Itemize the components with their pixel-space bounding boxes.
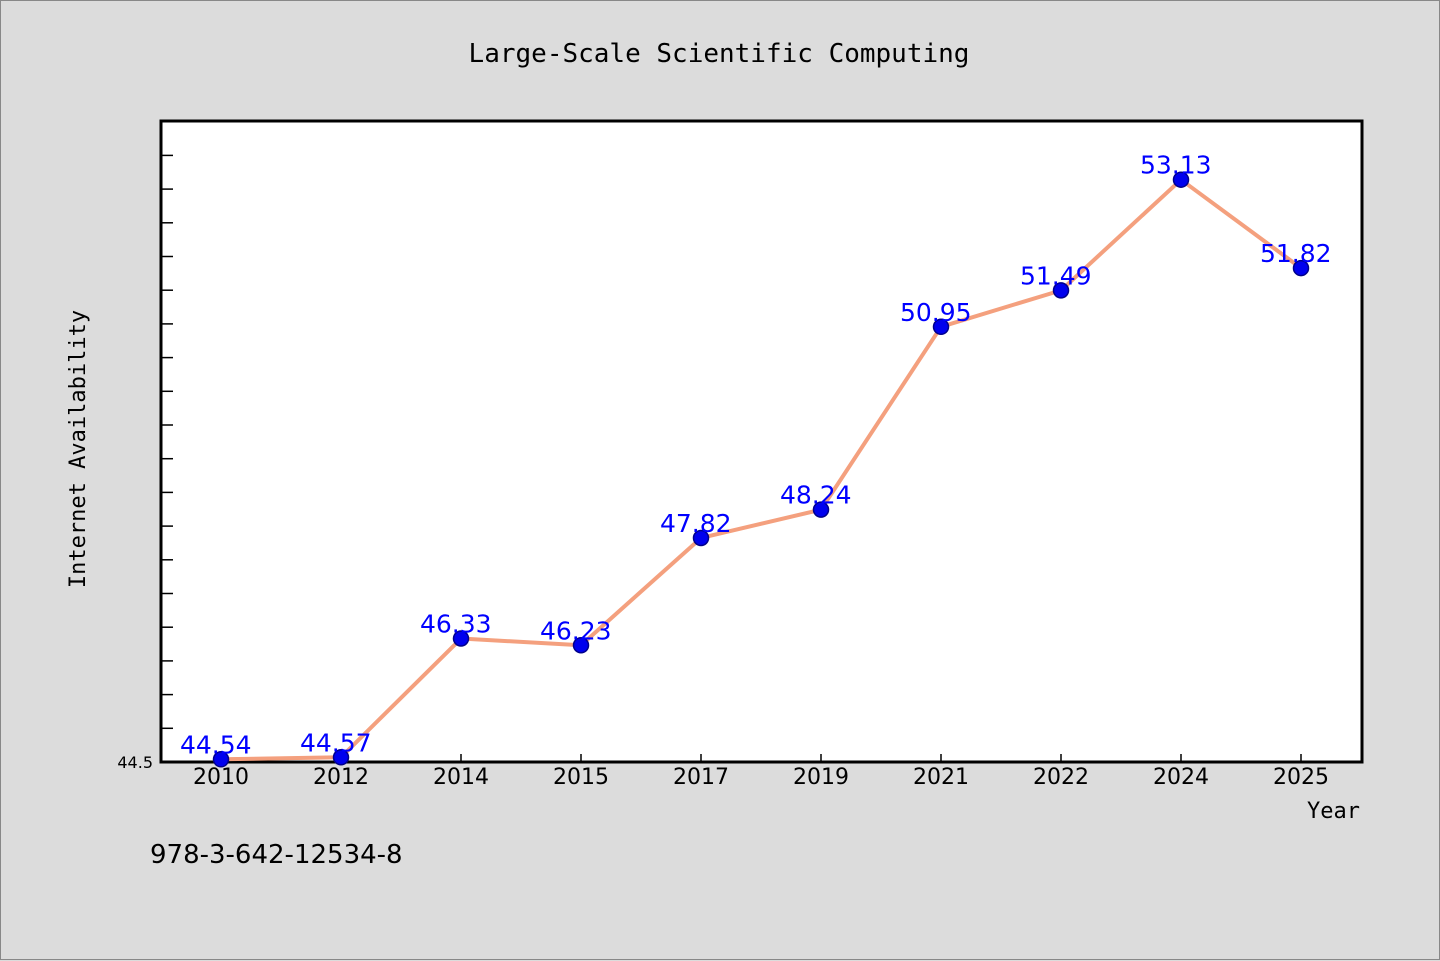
data-point [332,749,350,766]
x-tick-label: 2017 [673,765,729,790]
x-tick-label: 2015 [553,765,609,790]
data-label: 53.13 [1140,151,1212,180]
x-tick-label: 2014 [433,765,489,790]
data-label: 51.49 [1020,261,1092,290]
x-tick-label: 2019 [793,765,849,790]
data-point [932,318,950,336]
y-axis-label: Internet Availability [66,310,91,588]
x-axis-ticks: 2010 2012 2014 2015 2017 2019 2021 2022 2024 2025 [193,754,1329,790]
series-line [219,177,1303,762]
data-point [452,630,470,647]
data-point [1292,259,1310,277]
x-tick-label: 2010 [193,765,249,790]
x-tick-label: 2022 [1033,765,1089,790]
plot-area [159,119,1364,764]
data-label: 44.54 [180,730,252,759]
data-label: 44.57 [300,728,372,757]
series-group [212,171,1310,768]
data-point [1052,282,1070,299]
chart-title: Large-Scale Scientific Computing [469,39,970,69]
footnote-code: 978-3-642-12534-8 [150,840,403,870]
data-label: 46.33 [420,610,492,639]
x-tick-label: 2025 [1273,765,1329,790]
y-tick-label: 44.5 [117,753,153,772]
data-point [812,501,830,518]
data-label: 46.23 [540,616,612,645]
x-axis-label: Year [1307,799,1360,824]
data-point [1172,171,1190,188]
x-tick-label: 2021 [913,765,969,790]
data-point [572,637,590,654]
data-point [212,751,230,768]
data-label: 48.24 [780,481,852,510]
y-axis-ticks: 44.5 [117,154,173,772]
data-label: 47.82 [660,509,732,538]
data-label: 51.82 [1260,239,1332,268]
data-label: 50.95 [900,298,972,327]
data-labels: 44.54 44.57 46.33 46.23 47.82 48.24 50.95 51.49… [180,151,1332,760]
x-tick-label: 2012 [313,765,369,790]
data-point [692,529,710,547]
x-tick-label: 2024 [1153,765,1209,790]
